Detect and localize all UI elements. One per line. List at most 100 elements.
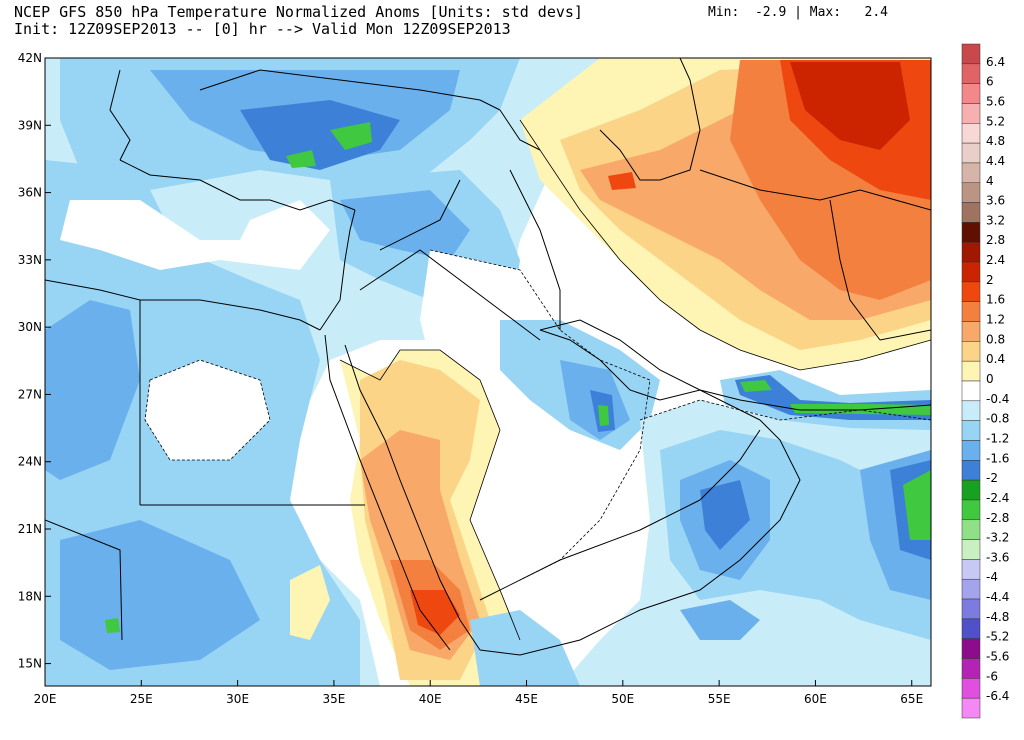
lat-label: 24N	[18, 455, 42, 469]
colorbar-label: 4.4	[986, 154, 1005, 168]
colorbar-label: 2	[986, 273, 994, 287]
border-sudan-west	[45, 519, 123, 641]
colorbar-label: 3.2	[986, 213, 1005, 227]
colorbar-swatch	[961, 539, 981, 560]
colorbar-label: -0.4	[986, 392, 1009, 406]
colorbar-label: 4.8	[986, 134, 1005, 148]
latitude-axis: 42N 39N 36N 33N 30N 27N 24N 21N 18N 15N	[18, 51, 51, 671]
colorbar-label: -2.8	[986, 511, 1009, 525]
border-saudi-iraq	[359, 249, 541, 341]
colorbar-label: 0.8	[986, 332, 1005, 346]
border-syria-iraq	[379, 179, 461, 251]
lon-label: 50E	[611, 692, 634, 706]
colorbar-label: 0	[986, 372, 994, 386]
colorbar-label: 2.4	[986, 253, 1005, 267]
region-neg-strong-gulfaden	[680, 600, 760, 640]
colorbar-swatch	[961, 578, 981, 600]
border-turkmen-iran	[699, 169, 931, 211]
coast-iran-south	[539, 319, 931, 411]
colorbar-swatch	[961, 202, 981, 223]
coastlines	[45, 58, 931, 656]
colorbar-swatch	[961, 222, 981, 243]
colorbar-label: -6.4	[986, 689, 1009, 703]
border-oman	[699, 429, 761, 501]
region-neg-green-gulf	[598, 405, 609, 426]
colorbar-swatch	[961, 142, 981, 164]
colorbar-swatch	[961, 400, 981, 421]
colorbar-swatch	[961, 519, 981, 540]
contour-pos-arabia	[339, 349, 521, 641]
colorbar-swatch	[961, 638, 981, 659]
lat-label: 36N	[18, 186, 42, 200]
coast-caspian	[599, 58, 701, 181]
lon-label: 35E	[322, 692, 345, 706]
colorbar-label: 1.2	[986, 313, 1005, 327]
colorbar-swatch	[961, 182, 981, 203]
lon-label: 45E	[515, 692, 538, 706]
colorbar-swatch	[961, 420, 981, 441]
coast-levant	[319, 209, 356, 331]
colorbar-swatch	[961, 440, 981, 461]
colorbar-label: 4	[986, 174, 994, 188]
plot-frame	[44, 57, 932, 687]
colorbar-label: 1.6	[986, 293, 1005, 307]
colorbar-swatch	[961, 43, 981, 65]
contour-pos	[339, 119, 931, 641]
colorbar-label: -4.8	[986, 610, 1009, 624]
colorbar-swatch	[961, 658, 981, 679]
lat-label: 18N	[18, 589, 42, 603]
colorbar-swatch	[961, 499, 981, 521]
lon-label: 55E	[708, 692, 731, 706]
region-neg-stronger-arabsea	[700, 480, 750, 550]
coast-med-south	[45, 279, 321, 331]
colorbar-label: -5.2	[986, 630, 1009, 644]
lon-label: 25E	[130, 692, 153, 706]
lat-label: 30N	[18, 320, 42, 334]
colorbar-swatch	[961, 301, 981, 322]
region-white-libya	[145, 360, 270, 460]
lat-label: 42N	[18, 51, 42, 65]
colorbar-swatch	[961, 63, 981, 84]
colorbar-swatch	[961, 460, 981, 481]
colorbar-label: -3.2	[986, 531, 1009, 545]
region-pos-light-sudan	[290, 565, 330, 640]
min-max-readout: Min: -2.9 | Max: 2.4	[708, 5, 889, 20]
colorbar-swatch	[961, 162, 981, 184]
lat-label: 39N	[18, 118, 42, 132]
coast-blacksea-east	[499, 109, 541, 151]
colorbar-label: -4.4	[986, 590, 1009, 604]
contour-neg-arabia	[429, 249, 651, 581]
border-iran-iraq	[509, 169, 561, 330]
region-neg-green-turkey	[330, 122, 372, 150]
coast-anatolia-south	[119, 159, 356, 211]
lon-label: 30E	[226, 692, 249, 706]
colorbar-swatch	[961, 321, 981, 342]
map-subtitle: Init: 12Z09SEP2013 -- [0] hr --> Valid M…	[14, 20, 511, 38]
region-neg-strong-levant	[340, 190, 470, 260]
colorbar-swatch	[961, 241, 981, 263]
longitude-axis: 20E 25E 30E 35E 40E 45E 50E 55E 60E 65E	[34, 680, 923, 706]
colorbar-swatch	[961, 697, 981, 719]
colorbar-swatch	[961, 261, 981, 283]
anomaly-field	[45, 58, 931, 686]
lon-label: 40E	[419, 692, 442, 706]
colorbar-swatch	[961, 559, 981, 580]
colorbar-label: 5.2	[986, 114, 1005, 128]
coast-aegean	[109, 69, 131, 161]
region-neg-green-turkey-2	[286, 150, 316, 168]
colorbar-label: -1.2	[986, 431, 1009, 445]
lon-label: 60E	[804, 692, 827, 706]
colorbar-label: 6.4	[986, 55, 1005, 69]
colorbar-swatch	[961, 123, 981, 144]
colorbar-swatch	[961, 598, 981, 620]
border-pakistan	[879, 329, 931, 341]
contour-neg-libya	[144, 359, 271, 461]
lat-label: 15N	[18, 657, 42, 671]
region-pos-red-arabia	[410, 590, 460, 635]
region-neg-strong-west	[45, 300, 140, 480]
coast-redsea-west	[324, 334, 451, 651]
lat-label: 27N	[18, 387, 42, 401]
region-neg-stronger-north	[240, 100, 400, 170]
coast-arabia-south	[479, 419, 801, 656]
